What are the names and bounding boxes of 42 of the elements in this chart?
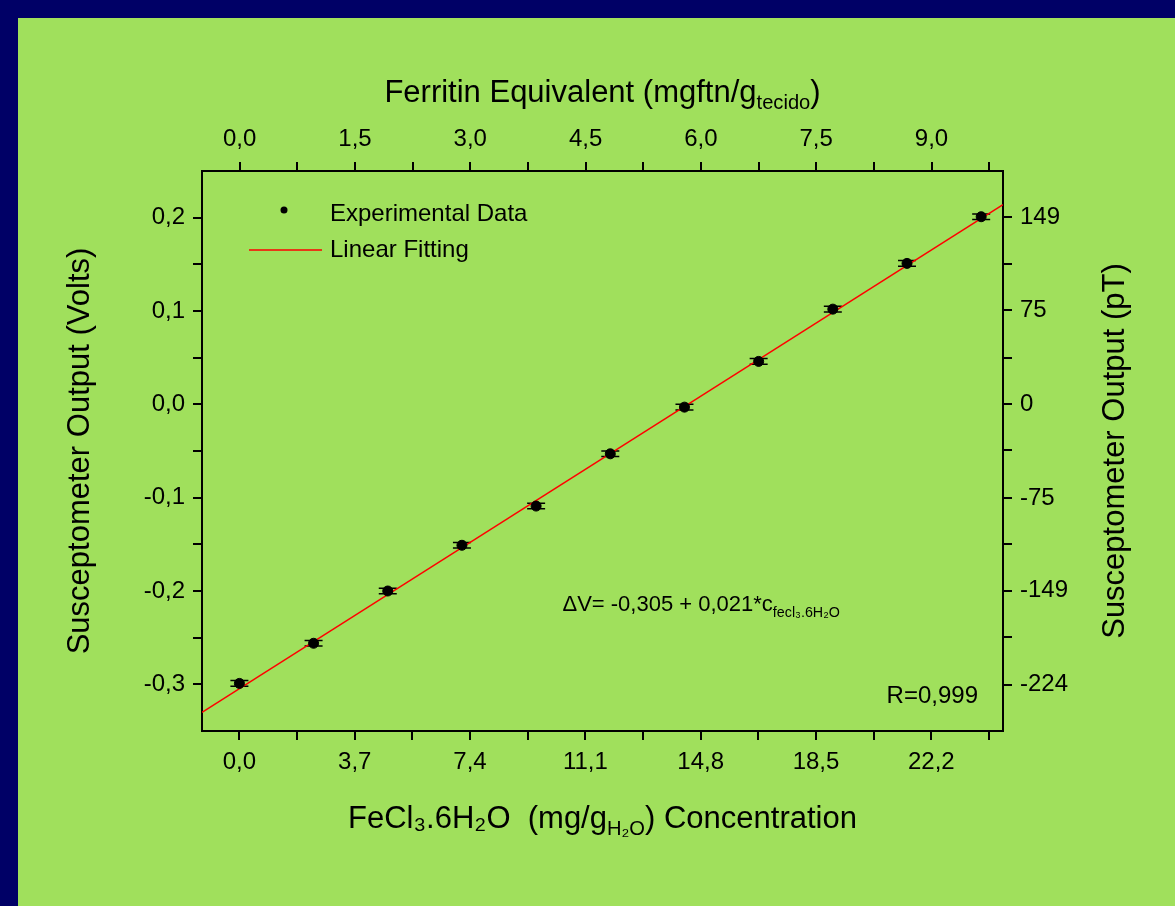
y2-axis-title: Susceptometer Output (pT) (1095, 263, 1131, 639)
y-tick-label: 0,0 (151, 388, 185, 416)
x-tick-label: 0,0 (222, 747, 257, 775)
y2-tick-label: -149 (1020, 575, 1069, 603)
point (975, 211, 987, 223)
x2-tick-label: 3,0 (453, 124, 487, 152)
x-tick-label: 18,5 (792, 747, 840, 775)
point (530, 500, 542, 512)
x-tick-label: 3,7 (338, 747, 372, 775)
y-axis-title: Susceptometer Output (Volts) (60, 247, 96, 655)
y-tick-label: -0,1 (143, 482, 185, 510)
point (604, 448, 616, 460)
y-tick-label: -0,3 (143, 668, 185, 696)
x2-tick-label: 9,0 (914, 124, 949, 152)
y2-tick-label: -224 (1020, 669, 1069, 697)
point (678, 401, 690, 413)
x2-tick-label: 6,0 (684, 124, 718, 152)
x2-tick-label: 1,5 (338, 124, 372, 152)
point (456, 539, 468, 551)
x2-tick-label: 4,5 (568, 124, 603, 152)
point (308, 637, 320, 649)
x2-tick-label: 0,0 (222, 124, 257, 152)
x-tick-label: 11,1 (562, 747, 608, 775)
y2-tick-label: -75 (1020, 482, 1055, 510)
point (233, 677, 245, 689)
legend-label: Linear Fitting (330, 234, 469, 262)
annotation: R=0,999 (886, 680, 978, 708)
legend-label: Experimental Data (330, 198, 529, 226)
y2-tick-label: 149 (1020, 201, 1061, 229)
y-tick-label: 0,2 (151, 202, 185, 230)
y-tick-label: 0,1 (151, 295, 185, 323)
point (901, 257, 913, 269)
point (382, 585, 394, 597)
y2-tick-label: 0 (1020, 388, 1034, 416)
x-tick-label: 22,2 (907, 747, 955, 775)
point (827, 303, 839, 315)
x2-tick-label: 7,5 (799, 124, 833, 152)
y2-tick-label: 75 (1020, 294, 1047, 322)
x-tick-label: 14,8 (677, 747, 725, 775)
x-tick-label: 7,4 (453, 747, 487, 775)
y-tick-label: -0,2 (143, 575, 185, 603)
point (753, 355, 765, 367)
